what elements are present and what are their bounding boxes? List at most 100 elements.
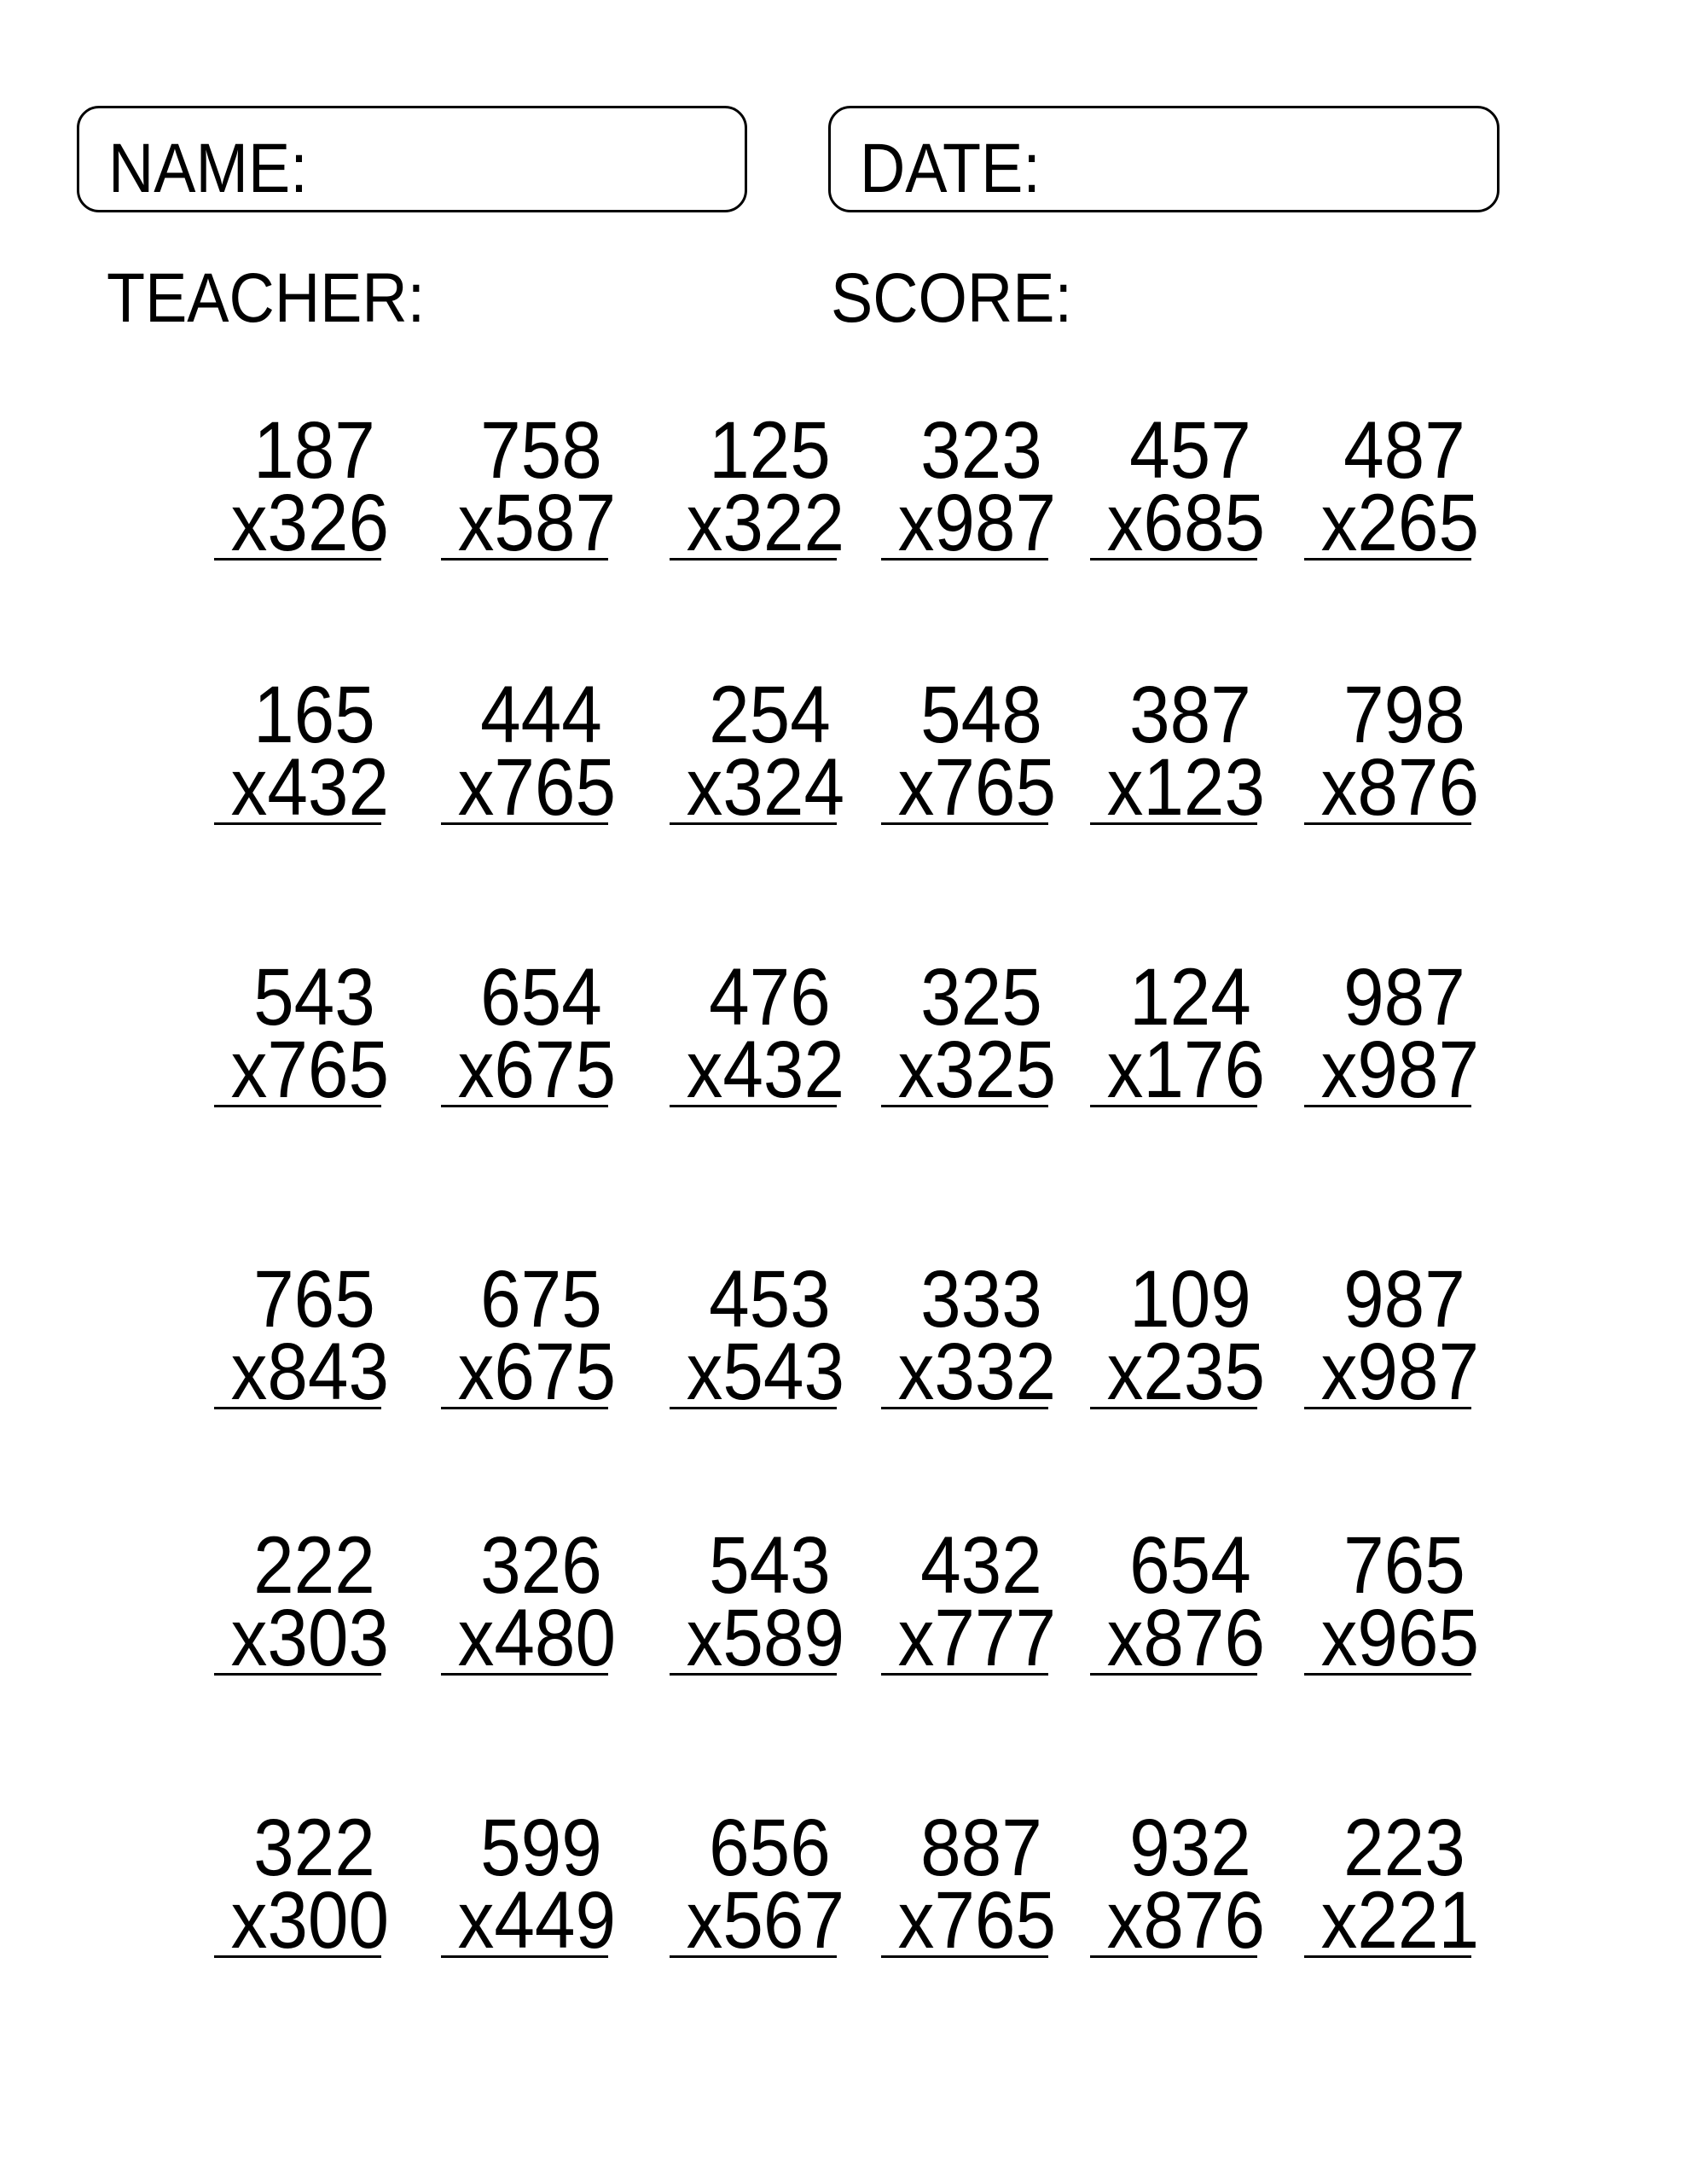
multiplier: x876 bbox=[1106, 1875, 1266, 1966]
multiplication-problem: 387 x123 bbox=[1090, 670, 1265, 828]
answer-line bbox=[441, 822, 608, 825]
multiplication-problem: 798 x876 bbox=[1304, 670, 1480, 833]
multiplication-problem: 325 x325 bbox=[881, 952, 1057, 1115]
multiplicand: 887 bbox=[920, 1803, 1042, 1893]
multiplier: x543 bbox=[686, 1327, 845, 1417]
multiplier: x176 bbox=[1106, 1025, 1266, 1115]
multiplicand: 656 bbox=[709, 1803, 831, 1893]
multiplicand: 932 bbox=[1129, 1803, 1251, 1893]
multiplier: x987 bbox=[1320, 1025, 1480, 1115]
answer-line bbox=[881, 1955, 1048, 1958]
multiplier: x322 bbox=[686, 478, 845, 568]
answer-line bbox=[1304, 1105, 1471, 1107]
multiplicand: 109 bbox=[1129, 1254, 1251, 1345]
answer-line bbox=[1304, 1673, 1471, 1676]
multiplication-problem: 675 x675 bbox=[441, 1254, 616, 1413]
multiplicand: 987 bbox=[1343, 1254, 1465, 1345]
multiplication-problem: 222 x303 bbox=[214, 1525, 390, 1683]
multiplication-problem: 444 x765 bbox=[441, 675, 617, 833]
multiplication-problem: 887 x765 bbox=[881, 1803, 1056, 1961]
answer-line bbox=[670, 1105, 837, 1107]
multiplication-problem: 765 x843 bbox=[214, 1259, 389, 1413]
multiplication-problem: 165 x432 bbox=[214, 670, 390, 833]
multiplier: x965 bbox=[1320, 1593, 1480, 1683]
answer-line bbox=[1090, 822, 1257, 825]
multiplier: x303 bbox=[230, 1593, 390, 1683]
answer-line bbox=[670, 1955, 837, 1958]
answer-line bbox=[1304, 558, 1471, 561]
multiplication-problem: 432 x777 bbox=[881, 1520, 1057, 1683]
answer-line bbox=[441, 1955, 608, 1958]
multiplicand: 487 bbox=[1343, 405, 1465, 496]
multiplicand: 675 bbox=[480, 1254, 602, 1345]
answer-line bbox=[214, 1407, 381, 1409]
multiplier: x675 bbox=[457, 1025, 617, 1115]
answer-line bbox=[670, 822, 837, 825]
answer-line bbox=[214, 558, 381, 561]
answer-line bbox=[1090, 1955, 1257, 1958]
multiplication-problem: 476 x432 bbox=[670, 952, 845, 1115]
name-field[interactable] bbox=[77, 106, 747, 212]
multiplier: x332 bbox=[897, 1327, 1057, 1417]
multiplier: x480 bbox=[457, 1593, 617, 1683]
multiplicand: 325 bbox=[920, 952, 1042, 1043]
multiplier: x221 bbox=[1320, 1875, 1480, 1966]
answer-line bbox=[1090, 1673, 1257, 1676]
multiplier: x432 bbox=[230, 742, 390, 833]
multiplicand: 223 bbox=[1343, 1803, 1465, 1893]
multiplication-problem: 124 x176 bbox=[1090, 957, 1266, 1115]
multiplicand: 254 bbox=[709, 670, 831, 760]
answer-line bbox=[1090, 1407, 1257, 1409]
multiplier: x325 bbox=[897, 1025, 1057, 1115]
multiplier: x765 bbox=[457, 742, 617, 833]
answer-line bbox=[881, 822, 1048, 825]
multiplier: x265 bbox=[1320, 478, 1480, 568]
multiplicand: 599 bbox=[480, 1803, 602, 1893]
multiplicand: 432 bbox=[920, 1520, 1042, 1611]
date-field[interactable] bbox=[828, 106, 1499, 212]
multiplier: x987 bbox=[1320, 1327, 1480, 1417]
multiplicand: 333 bbox=[920, 1254, 1042, 1345]
multiplicand: 543 bbox=[709, 1520, 831, 1611]
name-label: NAME: bbox=[108, 130, 308, 207]
multiplication-problem: 654 x675 bbox=[441, 952, 617, 1115]
multiplier: x876 bbox=[1106, 1593, 1266, 1683]
multiplier: x876 bbox=[1320, 742, 1480, 833]
multiplier: x685 bbox=[1106, 478, 1266, 568]
multiplication-problem: 987 x987 bbox=[1304, 1254, 1480, 1417]
answer-line bbox=[881, 1673, 1048, 1676]
multiplicand: 165 bbox=[253, 670, 375, 760]
answer-line bbox=[214, 1955, 381, 1958]
multiplicand: 457 bbox=[1129, 405, 1251, 496]
multiplier: x432 bbox=[686, 1025, 845, 1115]
multiplier: x987 bbox=[897, 478, 1057, 568]
multiplication-problem: 599 x449 bbox=[441, 1803, 616, 1961]
multiplication-problem: 453 x543 bbox=[670, 1259, 845, 1417]
multiplier: x235 bbox=[1106, 1327, 1266, 1417]
score-label: SCORE: bbox=[831, 259, 1072, 337]
multiplication-problem: 223 x221 bbox=[1304, 1803, 1480, 1966]
multiplication-problem: 758 x587 bbox=[441, 410, 617, 568]
multiplier: x326 bbox=[230, 478, 390, 568]
multiplicand: 387 bbox=[1129, 670, 1251, 760]
multiplier: x765 bbox=[897, 742, 1057, 833]
multiplication-problem: 322 x300 bbox=[214, 1808, 389, 1961]
multiplication-problem: 765 x965 bbox=[1304, 1525, 1480, 1683]
teacher-label: TEACHER: bbox=[107, 259, 426, 337]
multiplication-problem: 487 x265 bbox=[1304, 405, 1480, 568]
multiplicand: 187 bbox=[253, 405, 375, 496]
answer-line bbox=[881, 558, 1048, 561]
multiplication-problem: 187 x326 bbox=[214, 405, 390, 568]
multiplicand: 987 bbox=[1343, 952, 1465, 1043]
multiplier: x777 bbox=[897, 1593, 1057, 1683]
multiplicand: 323 bbox=[920, 405, 1042, 496]
answer-line bbox=[441, 1407, 608, 1409]
multiplication-problem: 326 x480 bbox=[441, 1525, 617, 1683]
answer-line bbox=[1090, 558, 1257, 561]
multiplicand: 476 bbox=[709, 952, 831, 1043]
multiplication-problem: 987 x987 bbox=[1304, 952, 1480, 1115]
multiplier: x587 bbox=[457, 478, 617, 568]
multiplicand: 654 bbox=[480, 952, 602, 1043]
multiplicand: 798 bbox=[1343, 670, 1465, 760]
multiplier: x765 bbox=[230, 1025, 390, 1115]
